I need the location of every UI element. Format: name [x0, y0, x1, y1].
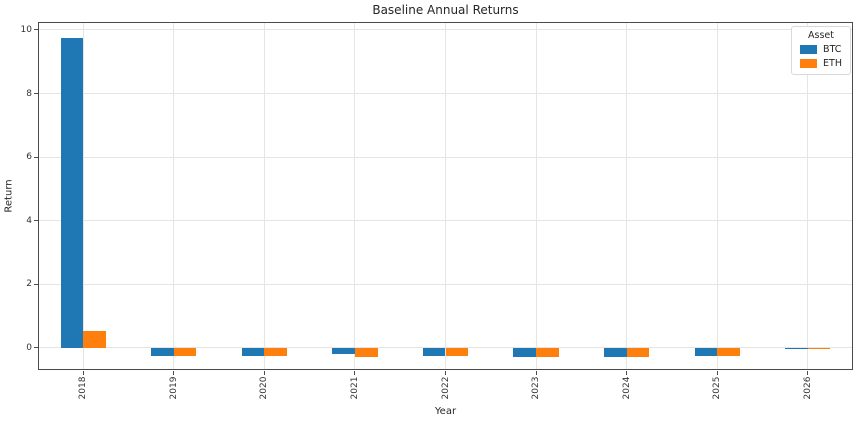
bar-BTC-2018 — [60, 37, 84, 348]
legend-title: Asset — [808, 30, 834, 41]
bar-ETH-2026 — [807, 347, 831, 349]
x-tick — [354, 371, 356, 375]
bar-ETH-2025 — [717, 347, 740, 356]
chart-title: Baseline Annual Returns — [372, 3, 519, 17]
bar-ETH-2020 — [264, 347, 287, 357]
x-axis-label: Year — [434, 406, 457, 417]
bar-ETH-2024 — [626, 347, 650, 357]
grid-vline — [807, 22, 809, 370]
bar-ETH-2021 — [354, 347, 378, 358]
x-tick-label-2021: 2021 — [349, 376, 360, 400]
y-tick-label: 0 — [26, 342, 32, 353]
plot-area — [38, 22, 853, 370]
x-tick-label-2024: 2024 — [621, 376, 632, 400]
y-tick-label: 2 — [26, 279, 32, 290]
bar-ETH-2023 — [536, 347, 559, 358]
bar-ETH-2019 — [173, 347, 197, 356]
bar-BTC-2019 — [151, 347, 174, 356]
x-tick — [626, 371, 628, 375]
bar-ETH-2018 — [83, 331, 106, 348]
grid-vline — [173, 22, 175, 370]
grid-vline — [716, 22, 718, 370]
x-tick-label-2019: 2019 — [168, 376, 179, 400]
x-tick — [445, 371, 446, 375]
legend-item-eth: ETH — [800, 58, 842, 69]
x-tick-label-2018: 2018 — [78, 376, 89, 400]
bar-BTC-2025 — [694, 347, 718, 356]
bar-BTC-2020 — [241, 347, 265, 357]
y-tick-label: 6 — [26, 152, 32, 163]
grid-vline — [535, 22, 537, 370]
bar-ETH-2022 — [445, 347, 469, 357]
grid-vline — [82, 22, 84, 370]
grid-vline — [445, 22, 446, 370]
bar-BTC-2024 — [603, 347, 627, 357]
x-tick — [173, 371, 175, 375]
y-tick — [34, 156, 38, 158]
y-tick — [34, 93, 38, 94]
y-tick — [34, 283, 38, 285]
grid-vline — [354, 22, 356, 370]
y-tick — [34, 29, 38, 31]
legend-label-eth: ETH — [823, 58, 842, 69]
x-tick — [263, 371, 265, 375]
y-tick — [34, 347, 38, 349]
y-tick-label: 4 — [26, 215, 32, 226]
x-tick-label-2025: 2025 — [712, 376, 723, 400]
bar-BTC-2021 — [332, 347, 355, 355]
y-tick — [34, 220, 38, 222]
y-tick-label: 10 — [20, 24, 32, 35]
x-tick — [716, 371, 718, 375]
bar-BTC-2023 — [513, 347, 537, 358]
legend-label-btc: BTC — [823, 44, 842, 55]
y-tick-label: 8 — [26, 88, 32, 99]
x-tick-label-2020: 2020 — [259, 376, 270, 400]
x-tick-label-2022: 2022 — [440, 376, 451, 400]
x-tick — [82, 371, 84, 375]
x-tick-label-2026: 2026 — [802, 376, 813, 400]
legend-item-btc: BTC — [800, 44, 842, 55]
x-tick-label-2023: 2023 — [531, 376, 542, 400]
x-tick — [535, 371, 537, 375]
legend: Asset BTC ETH — [791, 26, 851, 75]
x-tick — [807, 371, 809, 375]
grid-vline — [263, 22, 265, 370]
bar-BTC-2026 — [785, 347, 808, 350]
grid-vline — [626, 22, 628, 370]
y-axis-label: Return — [3, 179, 15, 213]
legend-swatch-btc-icon — [800, 45, 818, 54]
bar-BTC-2022 — [422, 347, 446, 357]
legend-swatch-eth-icon — [800, 59, 818, 68]
